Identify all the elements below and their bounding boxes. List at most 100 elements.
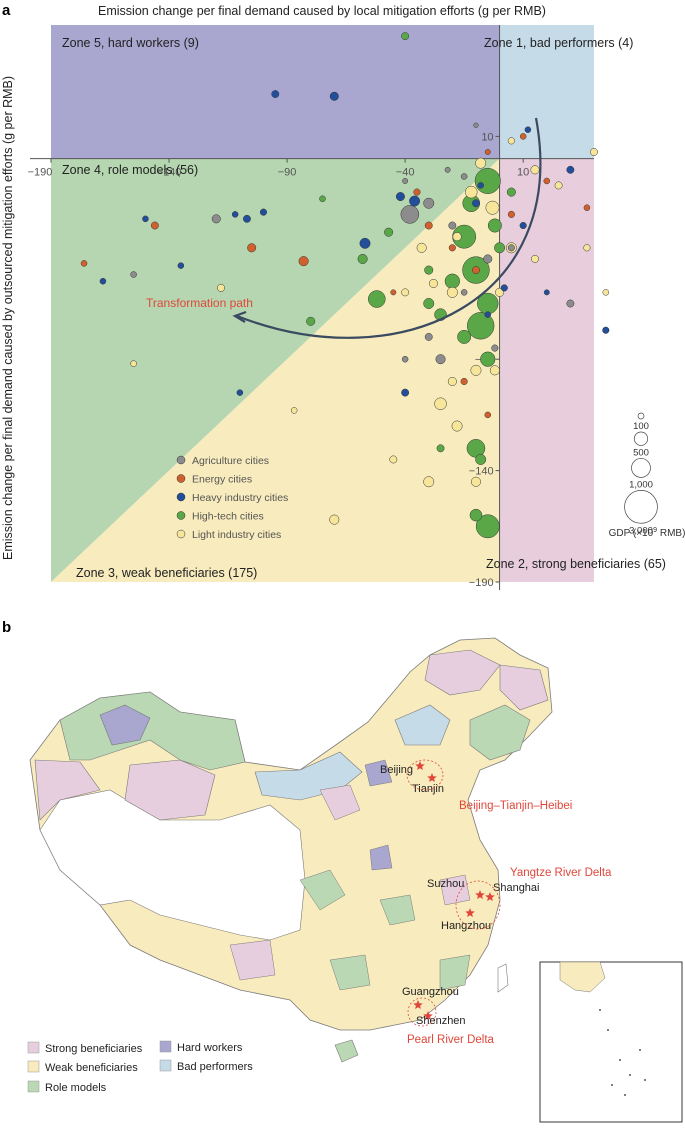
data-point-heavy-industry-cities xyxy=(329,91,339,101)
data-point-light-industry-cities xyxy=(485,200,500,215)
data-point-light-industry-cities xyxy=(583,244,591,252)
data-point-light-industry-cities xyxy=(389,455,398,464)
x-tick-label: 10 xyxy=(517,167,529,179)
size-legend-label: 1,000 xyxy=(629,479,653,490)
map-inset-mainland xyxy=(559,961,606,993)
data-point-agriculture-cities xyxy=(448,221,457,230)
data-point-energy-cities xyxy=(583,204,591,211)
data-point-heavy-industry-cities xyxy=(524,126,532,133)
data-point-high-tech-cities xyxy=(384,227,394,237)
data-point-agriculture-cities xyxy=(401,355,409,363)
zone-5-label: Zone 5, hard workers (9) xyxy=(62,36,199,50)
map-legend-label: Weak beneficiaries xyxy=(45,1062,138,1074)
data-point-energy-cities xyxy=(448,244,456,252)
map-strong-beneficiaries-west2 xyxy=(34,759,101,821)
data-point-heavy-industry-cities xyxy=(271,90,280,98)
data-point-high-tech-cities xyxy=(357,253,368,264)
data-point-heavy-industry-cities xyxy=(142,215,149,223)
data-point-high-tech-cities xyxy=(424,265,434,275)
legend-label: Heavy industry cities xyxy=(192,492,288,504)
data-point-heavy-industry-cities xyxy=(500,284,508,292)
map-legend-swatch xyxy=(27,1041,40,1054)
data-point-agriculture-cities xyxy=(444,166,451,173)
legend-marker xyxy=(176,511,186,520)
data-point-light-industry-cities xyxy=(507,137,515,145)
data-point-agriculture-cities xyxy=(400,205,420,224)
map-bad-performers-northeast xyxy=(394,704,451,746)
data-point-light-industry-cities xyxy=(423,476,435,488)
data-point-heavy-industry-cities xyxy=(177,262,185,269)
data-point-energy-cities xyxy=(472,266,480,275)
city-star-hangzhou xyxy=(465,908,475,917)
map-northeast-green xyxy=(469,704,531,761)
zone-2-area xyxy=(499,158,594,582)
city-star-shanghai xyxy=(485,892,495,901)
data-point-high-tech-cities xyxy=(469,508,483,522)
map-south-pink xyxy=(229,939,276,981)
map-strong-beneficiaries-west xyxy=(124,759,216,821)
data-point-heavy-industry-cities xyxy=(484,311,492,318)
data-point-heavy-industry-cities xyxy=(409,195,421,207)
legend-label: Agriculture cities xyxy=(192,455,269,467)
y-tick-label: 10 xyxy=(481,131,493,143)
map-legend-swatch xyxy=(159,1059,172,1072)
data-point-high-tech-cities xyxy=(306,316,316,326)
data-point-high-tech-cities xyxy=(474,167,501,194)
category-legend: Agriculture cities Energy cities Heavy ind… xyxy=(176,455,288,541)
data-point-light-industry-cities xyxy=(329,514,340,525)
data-point-heavy-industry-cities xyxy=(519,221,527,230)
data-point-high-tech-cities xyxy=(480,351,496,367)
data-point-high-tech-cities xyxy=(475,454,487,465)
data-point-energy-cities xyxy=(543,177,551,185)
data-point-energy-cities xyxy=(484,411,492,419)
map-central-pink xyxy=(319,784,361,821)
map-legend-label: Strong beneficiaries xyxy=(45,1043,143,1055)
map-south-green2 xyxy=(439,954,471,991)
map-central-pink2 xyxy=(439,874,471,906)
data-point-light-industry-cities xyxy=(590,148,598,156)
data-point-agriculture-cities xyxy=(566,299,575,308)
legend-label: High-tech cities xyxy=(192,511,264,523)
data-point-energy-cities xyxy=(80,260,88,267)
legend-label: Energy cities xyxy=(192,474,252,486)
map-central-green xyxy=(299,869,346,911)
data-point-heavy-industry-cities xyxy=(395,192,405,202)
city-label-suzhou: Suzhou xyxy=(427,878,464,890)
region-label: Yangtze River Delta xyxy=(510,867,612,879)
region-label: Pearl River Delta xyxy=(407,1034,495,1046)
data-point-light-industry-cities xyxy=(470,364,482,376)
data-point-heavy-industry-cities xyxy=(401,388,410,397)
y-tick-label: −190 xyxy=(469,577,494,589)
data-point-energy-cities xyxy=(247,243,257,253)
data-point-agriculture-cities xyxy=(473,122,479,128)
data-point-light-industry-cities xyxy=(470,476,481,487)
data-point-high-tech-cities xyxy=(436,444,445,453)
map-legend-label: Hard workers xyxy=(177,1042,243,1054)
legend-label: Light industry cities xyxy=(192,529,281,541)
data-point-energy-cities xyxy=(460,377,468,386)
data-point-energy-cities xyxy=(390,289,397,296)
y-tick-label: −140 xyxy=(469,466,494,478)
data-point-heavy-industry-cities xyxy=(259,208,268,216)
map-legend-swatch xyxy=(27,1060,40,1073)
data-point-agriculture-cities xyxy=(491,344,499,352)
data-point-agriculture-cities xyxy=(211,214,221,224)
city-label-shenzhen: Shenzhen xyxy=(416,1015,466,1027)
legend-marker xyxy=(176,474,186,483)
zone-1-label: Zone 1, bad performers (4) xyxy=(484,36,633,50)
map-region-labels: Beijing–Tianjin–Heibei Yangtze River Delt… xyxy=(406,759,612,1046)
data-point-light-industry-cities xyxy=(602,289,610,296)
data-point-high-tech-cities xyxy=(401,32,410,41)
data-point-heavy-industry-cities xyxy=(472,199,480,208)
size-legend-title: GDP (×109 RMB) xyxy=(609,527,685,539)
city-label-beijing: Beijing xyxy=(380,764,413,776)
data-point-light-industry-cities xyxy=(217,283,225,292)
data-point-light-industry-cities xyxy=(475,157,487,169)
data-point-light-industry-cities xyxy=(464,185,478,199)
data-point-agriculture-cities xyxy=(424,332,433,341)
data-point-heavy-industry-cities xyxy=(477,182,484,189)
data-point-energy-cities xyxy=(298,256,309,267)
map-central-purple xyxy=(369,844,393,871)
data-point-high-tech-cities xyxy=(467,312,495,340)
